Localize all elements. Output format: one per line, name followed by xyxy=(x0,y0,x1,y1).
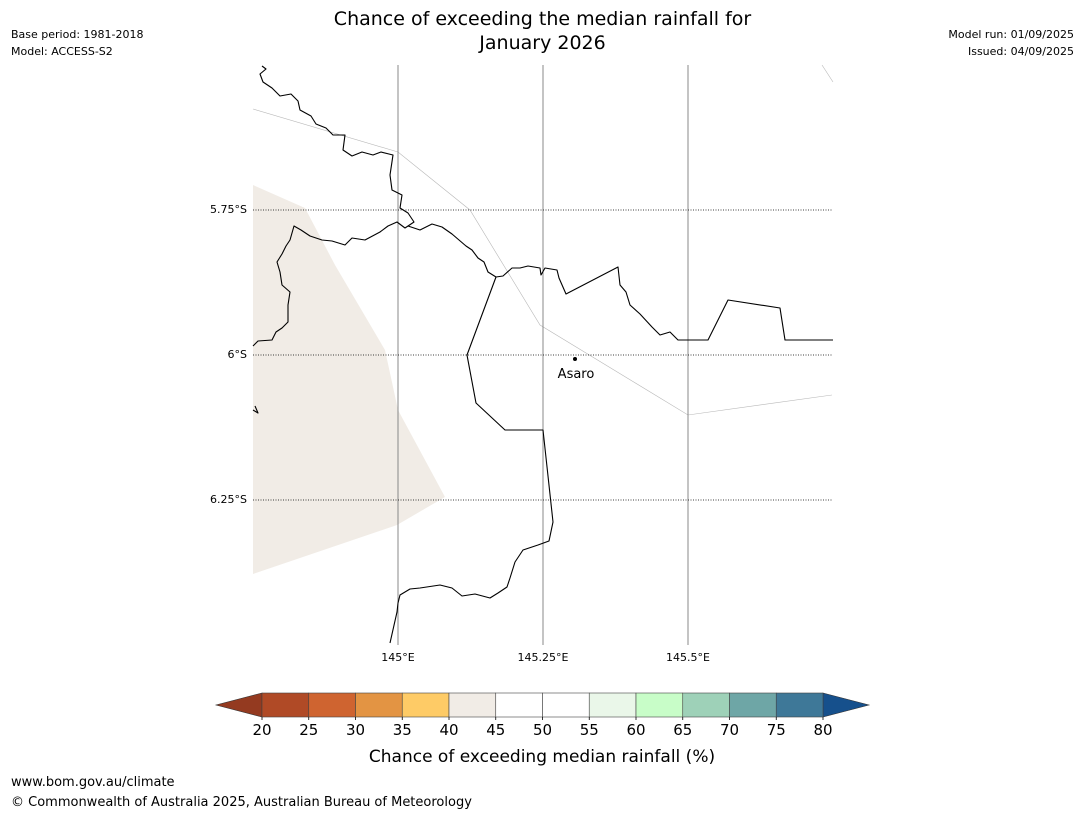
lat-label-6-25s: 6.25°S xyxy=(210,493,247,506)
border-southern xyxy=(389,276,554,644)
asaro-label: Asaro xyxy=(558,367,595,382)
map-title: Chance of exceeding the median rainfall … xyxy=(0,7,1085,55)
colorbar-tick-label-55: 55 xyxy=(580,721,599,739)
lon-label-145-25e: 145.25°E xyxy=(518,651,569,664)
colorbar: 20 25 30 35 40 45 50 55 60 65 70 75 80 Chance of exc… xyxy=(214,692,871,767)
colorbar-bin-50-55 xyxy=(542,692,590,718)
secondary-boundaries xyxy=(252,64,834,416)
colorbar-tick-label-60: 60 xyxy=(626,721,645,739)
colorbar-bin-45-50 xyxy=(495,692,543,718)
issued-date-text: Issued: 04/09/2025 xyxy=(967,45,1074,58)
copyright-text: © Commonwealth of Australia 2025, Austra… xyxy=(11,795,472,810)
colorbar-bin-35-40 xyxy=(401,692,450,718)
colorbar-tick-label-30: 30 xyxy=(346,721,365,739)
colorbar-bin-75-80 xyxy=(775,692,824,718)
colorbar-tick-label-25: 25 xyxy=(299,721,318,739)
model-run-text: Model run: 01/09/2025 xyxy=(948,28,1074,41)
lat-label-5-75s: 5.75°S xyxy=(210,203,247,216)
model-info: Base period: 1981-2018 Model: ACCESS-S2 xyxy=(11,26,143,60)
colorbar-bin-65-70 xyxy=(682,692,730,718)
colorbar-title: Chance of exceeding median rainfall (%) xyxy=(369,747,715,767)
colorbar-high-extend xyxy=(822,692,871,718)
border-northern xyxy=(252,65,415,347)
colorbar-tick-label-80: 80 xyxy=(813,721,832,739)
border-west-fragment xyxy=(252,405,259,414)
lat-label-6s: 6°S xyxy=(228,348,247,361)
colorbar-bin-55-60 xyxy=(588,692,637,718)
colorbar-bin-70-75 xyxy=(729,692,777,718)
secondary-boundary-line xyxy=(821,64,834,83)
map-title-line-1: Chance of exceeding the median rainfall … xyxy=(333,8,752,30)
colorbar-tick-label-20: 20 xyxy=(252,721,271,739)
colorbar-bin-25-30 xyxy=(308,692,356,718)
asaro-marker xyxy=(573,357,577,361)
colorbar-tick-label-45: 45 xyxy=(486,721,505,739)
province-borders xyxy=(252,65,833,644)
model-name-text: Model: ACCESS-S2 xyxy=(11,45,113,58)
colorbar-tick-label-35: 35 xyxy=(393,721,412,739)
map-title-line-2: January 2026 xyxy=(479,32,606,54)
border-central xyxy=(407,223,833,341)
colorbar-bin-60-65 xyxy=(635,692,684,718)
base-period-text: Base period: 1981-2018 xyxy=(11,28,144,41)
colorbar-tick-label-50: 50 xyxy=(533,721,552,739)
colorbar-low-extend xyxy=(214,692,263,718)
colorbar-bin-20-25 xyxy=(261,692,310,718)
colorbar-bin-30-35 xyxy=(355,692,403,718)
colorbar-tick-label-40: 40 xyxy=(439,721,458,739)
bom-url-text: www.bom.gov.au/climate xyxy=(11,775,175,790)
colorbar-bin-40-45 xyxy=(448,692,497,718)
secondary-boundary-line xyxy=(252,108,833,416)
probability-region-40-45 xyxy=(253,185,445,574)
colorbar-tick-label-75: 75 xyxy=(767,721,786,739)
lon-label-145e: 145°E xyxy=(381,651,414,664)
run-info: Model run: 01/09/2025 Issued: 04/09/2025 xyxy=(948,26,1074,60)
lon-label-145-5e: 145.5°E xyxy=(666,651,710,664)
latitude-gridlines xyxy=(253,209,833,501)
colorbar-tick-label-65: 65 xyxy=(673,721,692,739)
colorbar-tick-label-70: 70 xyxy=(720,721,739,739)
